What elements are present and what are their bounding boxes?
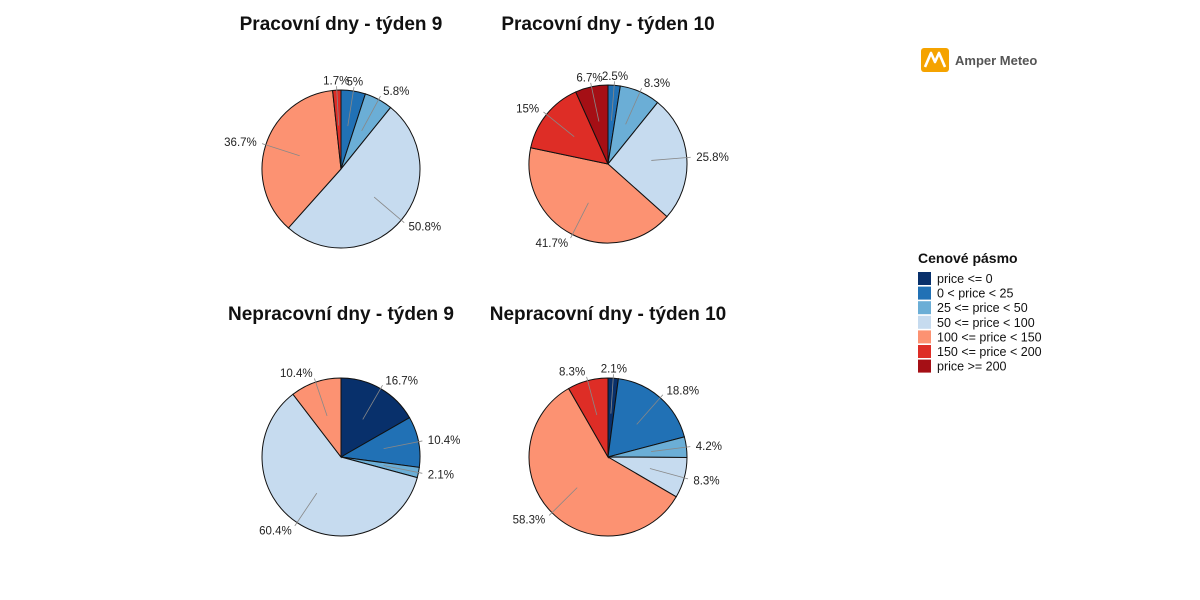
pie-chart-4: Nepracovní dny - týden 10 2.1% 18.8% 4.2% 8.…: [490, 304, 727, 537]
label-leader-line: [294, 492, 318, 527]
label-leader-line: [347, 87, 355, 127]
amper-meteo-logo: Amper Meteo: [921, 48, 1037, 72]
legend: Cenové pásmo price <= 00 < price < 2525 …: [918, 250, 1042, 374]
label-leader-line: [383, 440, 423, 449]
pie-slice-label: 8.3%: [693, 475, 719, 487]
label-leader-line: [543, 111, 575, 138]
legend-item: price <= 0: [918, 272, 993, 286]
chart-title: Pracovní dny - týden 9: [240, 14, 443, 35]
legend-title: Cenové pásmo: [918, 250, 1018, 266]
legend-swatch: [918, 301, 931, 315]
label-leader-line: [651, 446, 691, 452]
label-leader-line: [362, 385, 383, 420]
legend-item: 25 <= price < 50: [918, 301, 1028, 315]
legend-label: price <= 0: [937, 272, 993, 286]
pie-chart-3: Nepracovní dny - týden 9 16.7% 10.4% 2.1% 60…: [228, 304, 460, 537]
label-leader-line: [383, 465, 423, 474]
legend-swatch: [918, 359, 931, 373]
pie-slice-label: 2.1%: [601, 364, 627, 376]
label-leader-line: [361, 95, 381, 131]
label-leader-line: [586, 376, 598, 416]
pie-slice-label: 2.5%: [602, 71, 628, 83]
pie-chart-1: Pracovní dny - týden 9 5% 5.8% 50.8% 36.7% 1.…: [224, 14, 443, 249]
pie-charts: Pracovní dny - týden 9 5% 5.8% 50.8% 36.7% 1.…: [224, 14, 729, 537]
label-leader-line: [636, 394, 664, 425]
pie-slice-label: 16.7%: [385, 375, 418, 387]
pie-slice-label: 25.8%: [696, 152, 729, 164]
legend-label: 100 <= price < 150: [937, 330, 1042, 344]
label-leader-line: [261, 143, 300, 157]
legend-swatch: [918, 286, 931, 300]
pie-slice-label: 15%: [516, 103, 539, 115]
label-leader-line: [548, 487, 578, 516]
pie-slice-label: 8.3%: [644, 78, 670, 90]
legend-swatch: [918, 330, 931, 344]
pie-slice-label: 2.1%: [428, 469, 454, 481]
label-leader-line: [611, 81, 615, 121]
label-leader-line: [570, 202, 589, 239]
legend-label: 150 <= price < 200: [937, 345, 1042, 359]
pie-slice-label: 58.3%: [513, 514, 546, 526]
legend-item: 150 <= price < 200: [918, 345, 1042, 359]
label-leader-line: [610, 374, 614, 414]
pie-slice-label: 36.7%: [224, 137, 257, 149]
pie-slice-label: 10.4%: [280, 368, 313, 380]
chart-title: Pracovní dny - týden 10: [501, 14, 714, 35]
pie-slice-label: 50.8%: [408, 221, 441, 233]
label-leader-line: [336, 86, 340, 126]
label-leader-line: [651, 156, 691, 161]
legend-label: price >= 200: [937, 360, 1007, 374]
chart-title: Nepracovní dny - týden 9: [228, 304, 454, 325]
legend-swatch: [918, 345, 931, 358]
pie-slice-label: 6.7%: [576, 72, 602, 84]
legend-label: 25 <= price < 50: [937, 301, 1028, 315]
legend-swatch: [918, 272, 931, 285]
pie-slice-label: 10.4%: [428, 435, 461, 447]
label-leader-line: [590, 82, 600, 122]
logo-mark-icon: [923, 51, 947, 68]
pie-slice-label: 60.4%: [259, 525, 292, 537]
pie-slice-label: 18.8%: [667, 386, 700, 398]
label-leader-line: [649, 468, 689, 480]
pie-chart-2: Pracovní dny - týden 10 2.5% 8.3% 25.8% 41.7…: [501, 14, 728, 250]
pie-slice-label: 41.7%: [535, 238, 568, 250]
legend-item: price >= 200: [918, 359, 1007, 374]
legend-swatch: [918, 315, 931, 329]
label-leader-line: [373, 196, 405, 223]
pie-slice-label: 4.2%: [696, 441, 722, 453]
legend-item: 100 <= price < 150: [918, 330, 1042, 344]
pie-slice-label: 8.3%: [559, 367, 585, 379]
pie-slice-label: 1.7%: [323, 76, 349, 88]
pie-slice-label: 5.8%: [383, 86, 409, 98]
legend-label: 0 < price < 25: [937, 287, 1013, 301]
logo-text: Amper Meteo: [955, 53, 1037, 68]
label-leader-line: [625, 88, 643, 125]
legend-label: 50 <= price < 100: [937, 316, 1035, 330]
label-leader-line: [314, 378, 328, 416]
legend-item: 0 < price < 25: [918, 286, 1013, 301]
chart-title: Nepracovní dny - týden 10: [490, 304, 727, 325]
legend-item: 50 <= price < 100: [918, 315, 1035, 330]
pie-slice-label: 5%: [347, 77, 364, 89]
